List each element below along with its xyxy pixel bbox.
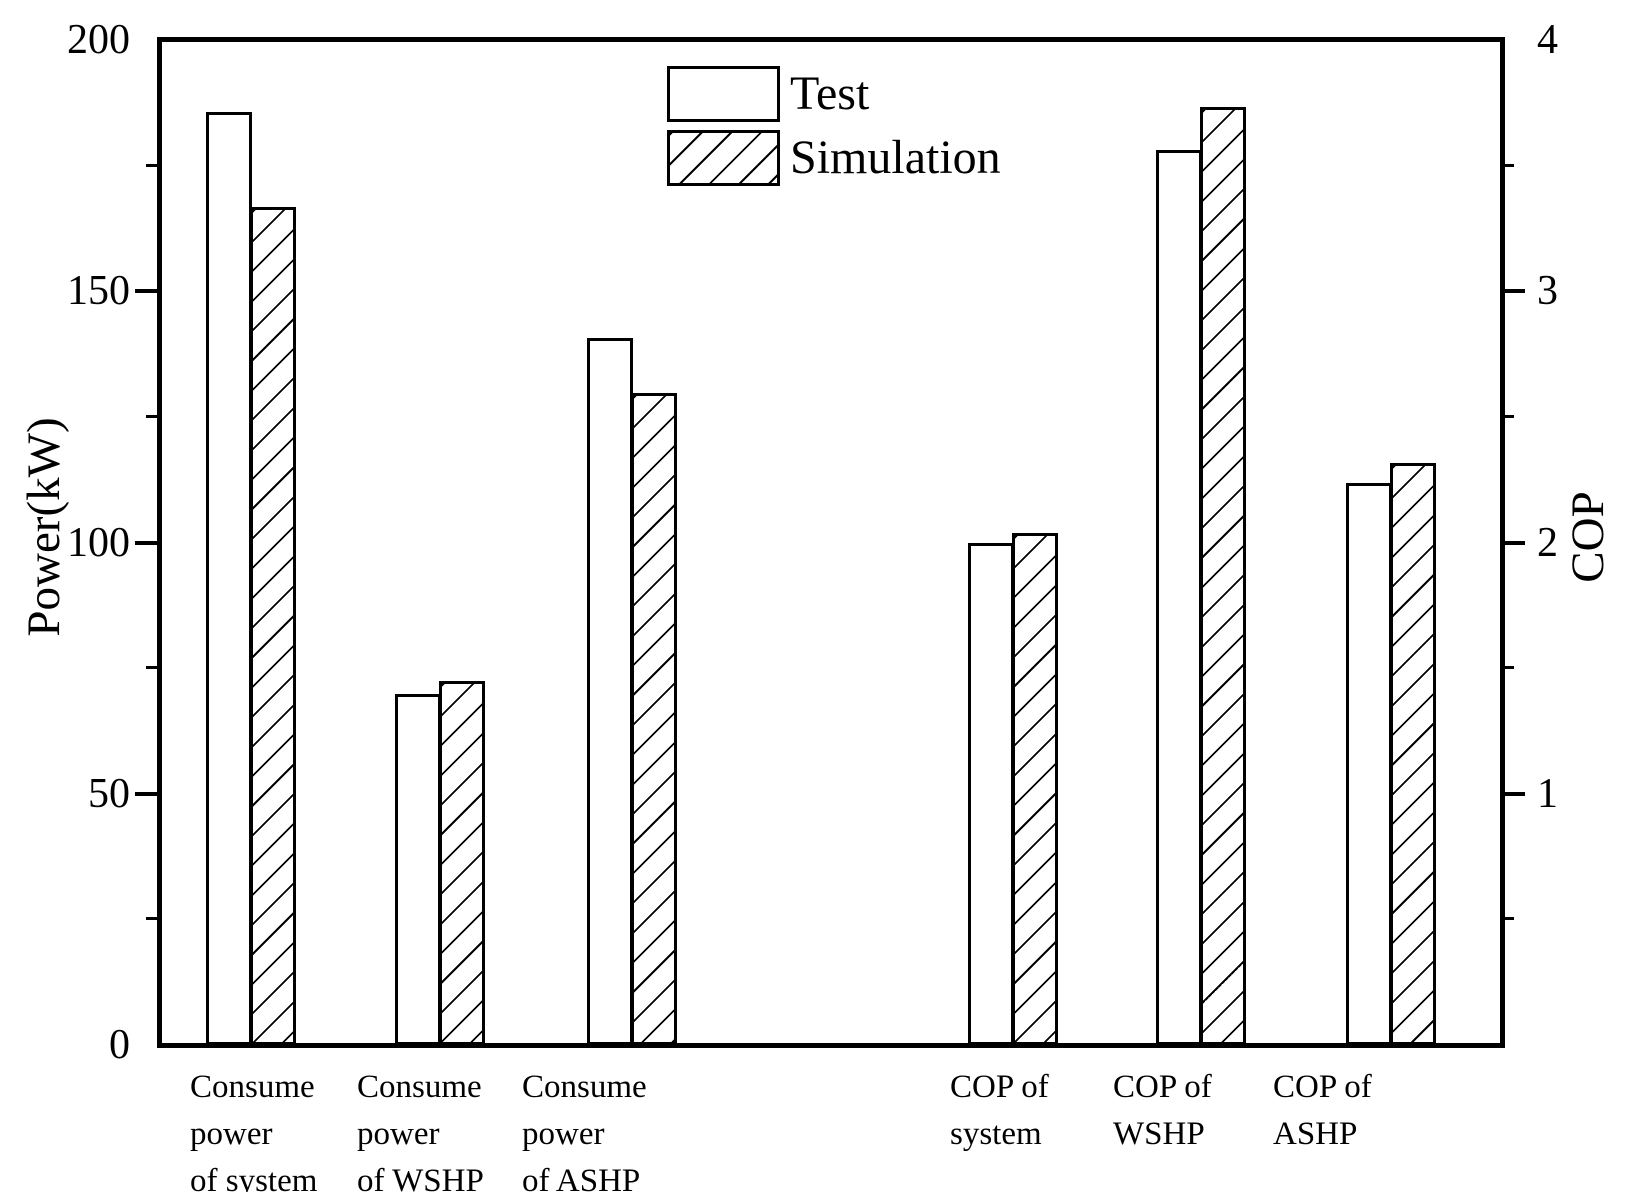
legend-swatch-test [667, 66, 780, 122]
y-tick-label-left-0: 0 [109, 1022, 130, 1068]
bar-simulation-cop-of-ashp [1390, 463, 1436, 1045]
legend-item-simulation: Simulation [667, 130, 1001, 186]
y-tick-label-right-2: 2 [1537, 520, 1558, 566]
bar-test-cop-of-ashp [1346, 483, 1392, 1045]
y-minor-tick-left-75 [146, 666, 159, 669]
legend-item-test: Test [667, 66, 1001, 122]
bar-simulation-cop-of-system [1012, 533, 1058, 1045]
y-major-tick-right-2 [1501, 541, 1525, 545]
y-tick-label-left-100: 100 [67, 520, 130, 566]
legend: Test Simulation [667, 66, 1001, 194]
y-minor-tick-right-2.5 [1501, 415, 1514, 418]
right-axis-title: COP [1562, 491, 1614, 583]
category-label-cop-of-system: COP of system [950, 1069, 1049, 1152]
y-tick-label-right-1: 1 [1537, 771, 1558, 817]
bar-simulation-consume-power-of-wshp [439, 681, 485, 1045]
bar-test-consume-power-of-system [206, 112, 252, 1045]
legend-label-test: Test [790, 67, 870, 120]
category-label-cop-of-wshp: COP of WSHP [1113, 1069, 1212, 1152]
bar-test-consume-power-of-ashp [587, 338, 633, 1045]
y-major-tick-left-100 [135, 541, 159, 545]
y-minor-tick-left-125 [146, 415, 159, 418]
y-tick-label-right-3: 3 [1537, 268, 1558, 314]
y-major-tick-left-150 [135, 289, 159, 293]
y-minor-tick-right-3.5 [1501, 164, 1514, 167]
y-tick-label-right-4: 4 [1537, 17, 1558, 63]
y-major-tick-left-50 [135, 792, 159, 796]
bar-test-consume-power-of-wshp [395, 694, 441, 1045]
bar-test-cop-of-system [968, 543, 1014, 1045]
y-major-tick-right-1 [1501, 792, 1525, 796]
plot-frame [157, 37, 1505, 1048]
category-label-consume-power-of-system: Consume power of system [190, 1069, 318, 1192]
y-minor-tick-left-25 [146, 917, 159, 920]
y-tick-label-left-150: 150 [67, 268, 130, 314]
y-minor-tick-left-175 [146, 164, 159, 167]
bar-simulation-cop-of-wshp [1200, 107, 1246, 1045]
bar-test-cop-of-wshp [1156, 150, 1202, 1045]
category-label-consume-power-of-wshp: Consume power of WSHP [357, 1069, 484, 1192]
category-label-consume-power-of-ashp: Consume power of ASHP [522, 1069, 647, 1192]
bar-simulation-consume-power-of-system [250, 207, 296, 1045]
y-tick-label-left-200: 200 [67, 17, 130, 63]
y-minor-tick-right-0.5 [1501, 917, 1514, 920]
legend-swatch-simulation [667, 130, 780, 186]
category-label-cop-of-ashp: COP of ASHP [1273, 1069, 1372, 1152]
legend-label-simulation: Simulation [790, 131, 1001, 184]
y-tick-label-left-50: 50 [88, 771, 130, 817]
y-minor-tick-right-1.5 [1501, 666, 1514, 669]
y-major-tick-right-3 [1501, 289, 1525, 293]
bar-simulation-consume-power-of-ashp [631, 393, 677, 1045]
